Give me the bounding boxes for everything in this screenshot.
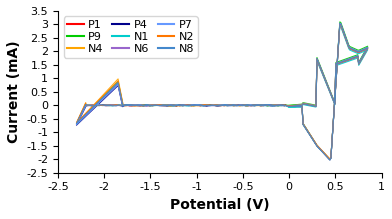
- Legend: P1, P9, N4, P4, N1, N6, P7, N2, N8: P1, P9, N4, P4, N1, N6, P7, N2, N8: [64, 16, 198, 58]
- Y-axis label: Current (mA): Current (mA): [7, 41, 21, 143]
- X-axis label: Potential (V): Potential (V): [170, 198, 270, 212]
